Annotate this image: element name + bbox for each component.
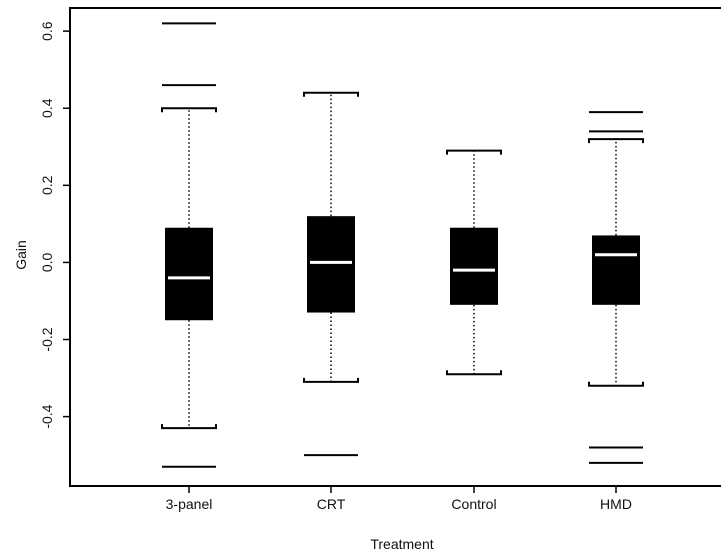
- iqr-box: [307, 216, 355, 313]
- upper-whisker-cap: [446, 149, 502, 155]
- box-3-panel: [161, 22, 217, 468]
- plot-frame: [69, 7, 721, 487]
- x-tick-label: 3-panel: [166, 496, 213, 512]
- lower-whisker-cap: [588, 381, 644, 387]
- box-crt: [303, 91, 359, 457]
- x-tick-label: CRT: [317, 496, 346, 512]
- box-hmd: [588, 111, 644, 464]
- y-axis-title: Gain: [13, 240, 29, 270]
- x-tick-label: Control: [451, 496, 496, 512]
- plot-border: [69, 7, 721, 487]
- x-tick-label: HMD: [600, 496, 632, 512]
- upper-whisker-cap: [161, 107, 217, 113]
- lower-whisker-cap: [446, 370, 502, 376]
- box-series: [161, 22, 644, 468]
- y-tick-label: -0.4: [39, 404, 55, 428]
- y-tick-label: -0.2: [39, 327, 55, 351]
- y-tick-label: 0.0: [39, 252, 55, 272]
- y-tick-label: 0.4: [39, 98, 55, 118]
- upper-whisker-cap: [303, 91, 359, 97]
- y-axis: -0.4 -0.2 0.0 0.2 0.4 0.6: [39, 21, 70, 429]
- iqr-box: [450, 227, 498, 305]
- x-axis-title: Treatment: [370, 536, 433, 552]
- iqr-box: [165, 227, 213, 321]
- box-control: [446, 149, 502, 376]
- x-axis: 3-panel CRT Control HMD: [166, 486, 632, 512]
- lower-whisker-cap: [303, 377, 359, 383]
- upper-whisker-cap: [588, 138, 644, 144]
- y-tick-label: 0.2: [39, 175, 55, 195]
- lower-whisker-cap: [161, 424, 217, 430]
- iqr-box: [592, 235, 640, 305]
- y-tick-label: 0.6: [39, 21, 55, 41]
